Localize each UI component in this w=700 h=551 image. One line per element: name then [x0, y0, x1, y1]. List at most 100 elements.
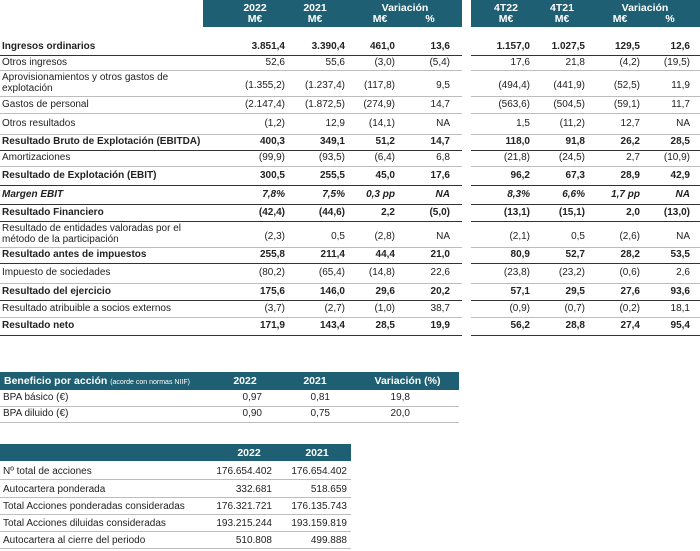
row-value: (0,6): [619, 267, 640, 278]
row-value: 52,7: [565, 249, 585, 260]
row-label: Resultado Bruto de Explotación (EBITDA): [2, 136, 201, 147]
row-value: 7,8%: [262, 188, 285, 200]
row-value: (441,9): [553, 80, 585, 91]
row-value: 332.681: [235, 484, 272, 495]
shares-header: [0, 444, 351, 461]
row-value: 20,0: [390, 408, 410, 419]
table-row: [0, 70, 462, 97]
row-value: 6,6%: [562, 188, 585, 200]
row-value: (65,4): [318, 267, 345, 278]
row-value: 42,9: [670, 169, 690, 181]
row-label: Otros ingresos: [2, 56, 68, 68]
row-label: Resultado de Explotación (EBIT): [2, 169, 157, 181]
row-value: (59,1): [613, 98, 640, 110]
table-row: [0, 481, 351, 498]
row-value: (117,8): [364, 80, 395, 91]
table-row-quarter: [471, 113, 700, 135]
row-value: 27,4: [620, 320, 640, 331]
main-header-right: [471, 0, 700, 27]
row-value: 29,5: [565, 285, 585, 297]
bpa-header-variacion: Variación (%): [374, 375, 441, 387]
row-value: (3,0): [374, 56, 395, 68]
table-row: [0, 221, 462, 248]
shares-header-2021: 2021: [305, 447, 329, 459]
row-label: Amortizaciones: [2, 152, 71, 163]
row-value: 56,2: [510, 320, 530, 331]
row-value: 0,5: [331, 231, 345, 242]
row-value: (19,5): [663, 56, 690, 68]
row-value: (1.237,4): [304, 80, 345, 91]
header-var-unit: M€: [372, 13, 388, 25]
row-value: (0,2): [619, 302, 640, 314]
bpa-title-text: Beneficio por acción: [4, 375, 108, 387]
table-row: [0, 300, 462, 318]
row-value: (5,0): [429, 206, 450, 218]
row-value: (99,9): [258, 152, 285, 163]
row-value: NA: [436, 117, 450, 129]
header-4t21-unit: M€: [554, 13, 570, 25]
row-label: Autocartera al cierre del periodo: [3, 535, 146, 546]
row-value: (1,2): [264, 117, 285, 129]
table-row: [0, 204, 462, 222]
table-row-quarter: [471, 283, 700, 301]
row-value: 28,5: [375, 320, 395, 331]
row-label: Resultado neto: [2, 320, 75, 331]
row-label: Ingresos ordinarios: [2, 41, 96, 52]
row-value: 1,5: [516, 117, 530, 129]
row-value: 21,0: [430, 249, 450, 260]
row-value: 26,2: [620, 136, 640, 147]
row-value: 17,6: [430, 169, 450, 181]
header-q-var-pct: %: [665, 13, 675, 25]
row-label: Resultado del ejercicio: [2, 285, 111, 297]
row-value: 28,8: [565, 320, 585, 331]
row-value: (44,6): [318, 206, 345, 218]
row-value: 14,7: [430, 98, 450, 110]
row-value: 0,5: [571, 231, 585, 242]
header-4t21: 4T21: [550, 2, 574, 14]
row-value: 2,7: [626, 152, 640, 163]
table-row: [0, 96, 462, 114]
row-value: 44,4: [375, 249, 395, 260]
row-value: (23,2): [558, 267, 585, 278]
row-value: (2,6): [619, 231, 640, 242]
row-label: Margen EBIT: [2, 188, 64, 200]
row-label: Aprovisionamientos y otros gastos de exp…: [2, 72, 169, 94]
table-row: [0, 498, 351, 515]
row-value: 0,97: [242, 392, 262, 403]
bpa-header-2022: 2022: [233, 375, 257, 387]
header-q-variacion: Variación: [621, 2, 669, 14]
row-value: NA: [435, 188, 450, 200]
table-row: [0, 317, 462, 336]
table-row-quarter: [471, 166, 700, 186]
row-value: (1,0): [374, 302, 395, 314]
table-row-quarter: [471, 247, 700, 264]
row-value: 67,3: [565, 169, 585, 181]
row-value: 93,6: [670, 285, 690, 297]
row-value: 12,7: [620, 117, 640, 129]
row-value: (3,7): [264, 302, 285, 314]
row-value: NA: [675, 188, 690, 200]
row-value: 1,7 pp: [611, 188, 640, 200]
row-value: (21,8): [503, 152, 530, 163]
row-value: (2,1): [509, 231, 530, 242]
row-value: 193.215.244: [216, 518, 272, 529]
row-label: Autocartera ponderada: [3, 484, 106, 495]
row-value: (274,9): [363, 98, 395, 110]
table-row: [0, 134, 462, 151]
row-label: Total Acciones diluidas consideradas: [3, 518, 166, 529]
table-row: [0, 166, 462, 186]
table-row-quarter: [471, 150, 700, 167]
row-value: 143,4: [319, 320, 345, 331]
table-row-quarter: [471, 263, 700, 284]
table-row-quarter: [471, 96, 700, 114]
row-label: Gastos de personal: [2, 98, 89, 110]
row-value: 176.135.743: [291, 501, 347, 512]
row-value: (14,8): [368, 267, 395, 278]
table-row-quarter: [471, 221, 700, 248]
table-row-quarter: [471, 204, 700, 222]
table-row: [0, 150, 462, 167]
table-row-quarter: [471, 70, 700, 97]
row-value: (6,4): [374, 152, 395, 163]
row-value: 400,3: [259, 136, 285, 147]
row-value: 118,0: [505, 136, 530, 147]
